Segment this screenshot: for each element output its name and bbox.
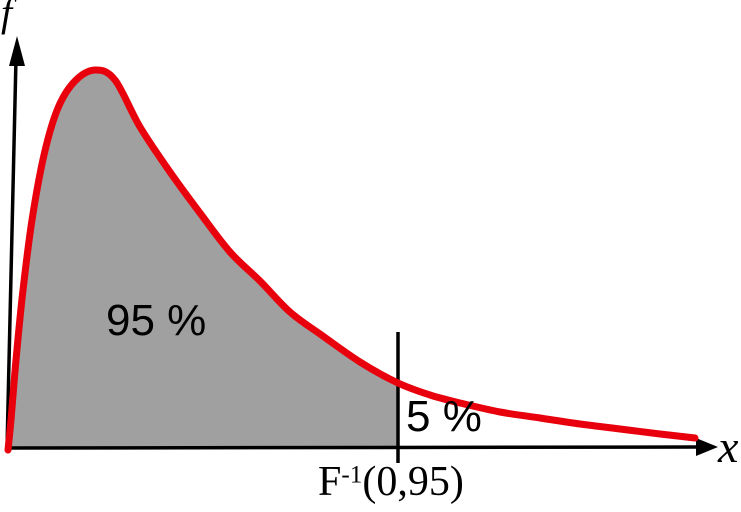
quantile-label-superscript: -1	[341, 461, 363, 489]
y-axis-line	[5, 57, 18, 450]
tail-region-label: 5 %	[406, 392, 482, 441]
density-curve	[4, 66, 699, 454]
x-axis-arrowhead	[696, 438, 718, 456]
quantile-label-args: (0,95)	[362, 459, 464, 505]
x-axis-line	[4, 445, 701, 450]
y-axis-label: f	[1, 0, 13, 35]
quantile-label: F-1(0,95)	[318, 461, 464, 503]
x-axis-label: x	[718, 421, 739, 472]
shaded-region-label: 95 %	[106, 296, 207, 345]
y-axis-arrowhead	[9, 36, 25, 66]
quantile-label-base: F	[318, 459, 342, 505]
shaded-area-95	[8, 69, 398, 450]
